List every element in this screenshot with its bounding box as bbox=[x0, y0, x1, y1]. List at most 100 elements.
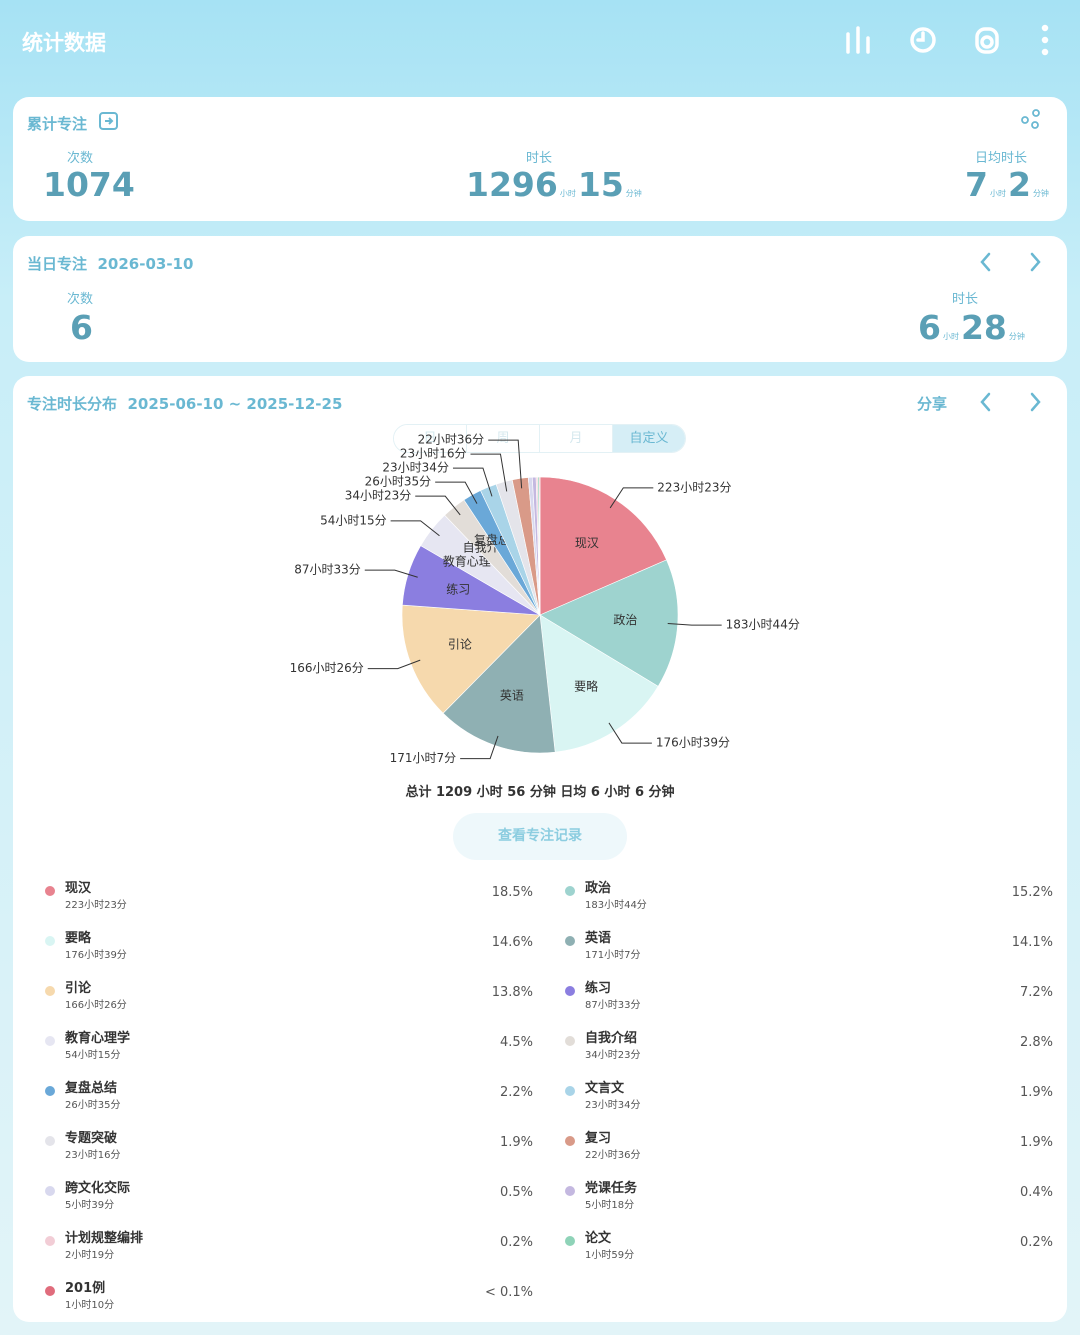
legend-duration: 183小时44分 bbox=[585, 900, 647, 911]
legend-name: 党课任务 bbox=[585, 1181, 638, 1196]
legend-item: 计划规整编排 2小时19分 0.2% bbox=[45, 1220, 533, 1264]
legend-percent: 0.2% bbox=[499, 1235, 533, 1250]
legend-percent: 1.9% bbox=[1019, 1085, 1053, 1100]
unit: 小时 bbox=[559, 189, 576, 198]
share-icon[interactable] bbox=[1018, 108, 1042, 132]
unit: 分钟 bbox=[1008, 332, 1025, 341]
legend-percent: 7.2% bbox=[1019, 985, 1053, 1000]
legend-dot bbox=[45, 986, 55, 996]
legend-dot bbox=[565, 1086, 575, 1096]
legend-percent: 0.5% bbox=[499, 1185, 533, 1200]
legend-duration: 1小时59分 bbox=[585, 1250, 635, 1261]
legend-item: 练习 87小时33分 7.2% bbox=[565, 970, 1053, 1014]
legend-dot bbox=[45, 1236, 55, 1246]
legend-percent: 0.2% bbox=[1019, 1235, 1053, 1250]
count-label: 次数 bbox=[67, 292, 94, 307]
legend-dot bbox=[45, 1186, 55, 1196]
legend-duration: 5小时39分 bbox=[65, 1200, 115, 1211]
title: 当日专注 bbox=[27, 255, 88, 273]
legend-item: 现汉 223小时23分 18.5% bbox=[45, 870, 533, 914]
share-button[interactable]: 分享 bbox=[917, 395, 948, 413]
legend-percent: 2.2% bbox=[499, 1085, 533, 1100]
legend-duration: 34小时23分 bbox=[585, 1050, 641, 1061]
legend-name: 英语 bbox=[585, 931, 612, 946]
legend-duration: 54小时15分 bbox=[65, 1050, 121, 1061]
today-count: 6 bbox=[70, 308, 93, 347]
legend-duration: 2小时19分 bbox=[65, 1250, 115, 1261]
today-card: 当日专注 2026-03-10 次数 6 时长 6 小时28 分钟 bbox=[13, 236, 1067, 362]
tab[interactable]: 日 bbox=[394, 425, 466, 452]
legend-dot bbox=[565, 1036, 575, 1046]
title: 专注时长分布 bbox=[27, 395, 118, 413]
legend-item: 引论 166小时26分 13.8% bbox=[45, 970, 533, 1014]
unit: 分钟 bbox=[1032, 189, 1049, 198]
legend-item: 政治 183小时44分 15.2% bbox=[565, 870, 1053, 914]
legend-dot bbox=[565, 1236, 575, 1246]
today-title: 当日专注 2026-03-10 bbox=[27, 253, 193, 274]
legend-percent: 13.8% bbox=[491, 985, 533, 1000]
date-nav[interactable] bbox=[973, 250, 1053, 274]
legend-name: 跨文化交际 bbox=[65, 1181, 131, 1196]
legend-item: 党课任务 5小时18分 0.4% bbox=[565, 1170, 1053, 1214]
range-nav[interactable] bbox=[973, 390, 1053, 414]
legend-percent: 18.5% bbox=[491, 885, 533, 900]
legend-item: 教育心理学 54小时15分 4.5% bbox=[45, 1020, 533, 1064]
today-duration: 6 小时28 分钟 bbox=[918, 308, 1027, 347]
legend-name: 教育心理学 bbox=[65, 1031, 131, 1046]
range-tabs: 日周月自定义 bbox=[393, 424, 686, 453]
legend-item: 专题突破 23小时16分 1.9% bbox=[45, 1120, 533, 1164]
legend-name: 现汉 bbox=[65, 881, 92, 896]
total-card: 累计专注 次数 1074 时长 1296 小时15 分钟 日均时长 7 小时2 分钟 bbox=[13, 97, 1067, 221]
total-count: 1074 bbox=[43, 165, 135, 204]
minutes: 28 bbox=[960, 308, 1007, 347]
legend-duration: 26小时35分 bbox=[65, 1100, 121, 1111]
legend-item: 要略 176小时39分 14.6% bbox=[45, 920, 533, 964]
legend-dot bbox=[565, 886, 575, 896]
legend-dot bbox=[565, 1186, 575, 1196]
legend-percent: 14.6% bbox=[491, 935, 533, 950]
total-title: 累计专注 bbox=[27, 115, 88, 133]
legend-name: 练习 bbox=[585, 981, 612, 996]
legend-dot bbox=[565, 986, 575, 996]
calendar-icon[interactable] bbox=[97, 109, 121, 133]
minutes: 2 bbox=[1007, 165, 1031, 204]
avg-label: 日均时长 bbox=[975, 151, 1028, 166]
clock-icon[interactable] bbox=[910, 27, 936, 53]
more-icon[interactable] bbox=[1041, 24, 1049, 32]
records-button[interactable]: 查看专注记录 bbox=[453, 813, 627, 860]
header-icons bbox=[846, 24, 1049, 56]
legend-percent: 0.4% bbox=[1019, 1185, 1053, 1200]
legend-dot bbox=[45, 1286, 55, 1296]
legend-duration: 171小时7分 bbox=[585, 950, 641, 961]
legend-dot bbox=[45, 1036, 55, 1046]
medal-icon[interactable] bbox=[975, 27, 999, 54]
legend-name: 复习 bbox=[585, 1131, 612, 1146]
avg-duration: 7 小时2 分钟 bbox=[965, 165, 1051, 204]
legend-item: 自我介绍 34小时23分 2.8% bbox=[565, 1020, 1053, 1064]
header-title: 统计数据 bbox=[22, 31, 106, 55]
summary: 总计 1209 小时 56 分钟 日均 6 小时 6 分钟 bbox=[405, 785, 675, 800]
legend-dot bbox=[45, 1136, 55, 1146]
legend-item: 文言文 23小时34分 1.9% bbox=[565, 1070, 1053, 1114]
distribution-title: 专注时长分布 2025-06-10 ~ 2025-12-25 bbox=[27, 393, 342, 414]
duration-label: 时长 bbox=[526, 151, 553, 166]
legend-name: 201例 bbox=[65, 1281, 106, 1296]
legend-name: 论文 bbox=[585, 1231, 612, 1246]
legend-duration: 5小时18分 bbox=[585, 1200, 635, 1211]
date: 2026-03-10 bbox=[97, 255, 194, 273]
legend-percent: 15.2% bbox=[1011, 885, 1053, 900]
tab[interactable]: 周 bbox=[466, 425, 539, 452]
legend-item: 英语 171小时7分 14.1% bbox=[565, 920, 1053, 964]
legend-duration: 176小时39分 bbox=[65, 950, 127, 961]
legend-percent: 14.1% bbox=[1011, 935, 1053, 950]
legend-item: 复习 22小时36分 1.9% bbox=[565, 1120, 1053, 1164]
legend-duration: 1小时10分 bbox=[65, 1300, 115, 1311]
legend-duration: 223小时23分 bbox=[65, 900, 127, 911]
legend-duration: 22小时36分 bbox=[585, 1150, 641, 1161]
hours: 6 bbox=[918, 308, 941, 347]
tab[interactable]: 自定义 bbox=[612, 425, 685, 452]
legend-item: 跨文化交际 5小时39分 0.5% bbox=[45, 1170, 533, 1214]
tab[interactable]: 月 bbox=[539, 425, 612, 452]
legend-item: 复盘总结 26小时35分 2.2% bbox=[45, 1070, 533, 1114]
